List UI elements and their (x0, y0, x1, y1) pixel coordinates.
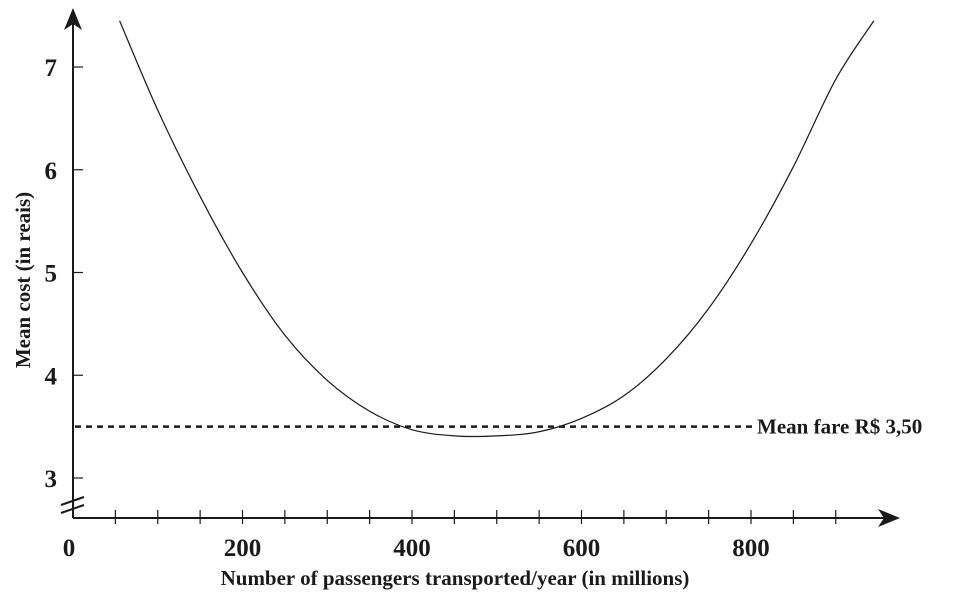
y-tick-label: 4 (45, 363, 58, 390)
y-axis-break (60, 496, 85, 514)
reference-line-group: Mean fare R$ 3,50 (75, 415, 922, 439)
y-axis (60, 8, 85, 518)
x-axis-title: Number of passengers transported/year (i… (221, 566, 690, 590)
x-axis (73, 509, 900, 527)
series-group (119, 20, 875, 438)
x-tick-label: 400 (393, 535, 431, 562)
x-tick-label: 0 (63, 535, 76, 562)
y-tick-label: 7 (45, 55, 58, 82)
x-tick-label: 800 (732, 535, 770, 562)
y-axis-break-mark (60, 496, 85, 506)
mean-cost-curve (119, 20, 875, 438)
y-axis-break-mark (60, 504, 85, 514)
x-tick-label: 200 (224, 535, 262, 562)
y-tick-label: 5 (45, 261, 58, 288)
x-ticks: 0 200 400 600 800 (63, 510, 837, 562)
y-axis-arrow (64, 8, 82, 30)
mean-fare-label: Mean fare R$ 3,50 (757, 415, 922, 439)
y-axis-title: Mean cost (in reais) (11, 192, 35, 368)
x-tick-label: 600 (563, 535, 601, 562)
y-tick-label: 3 (45, 466, 58, 493)
y-tick-label: 6 (45, 158, 58, 185)
y-ticks: 3 4 5 6 7 (45, 55, 83, 493)
x-axis-arrow (878, 509, 900, 527)
